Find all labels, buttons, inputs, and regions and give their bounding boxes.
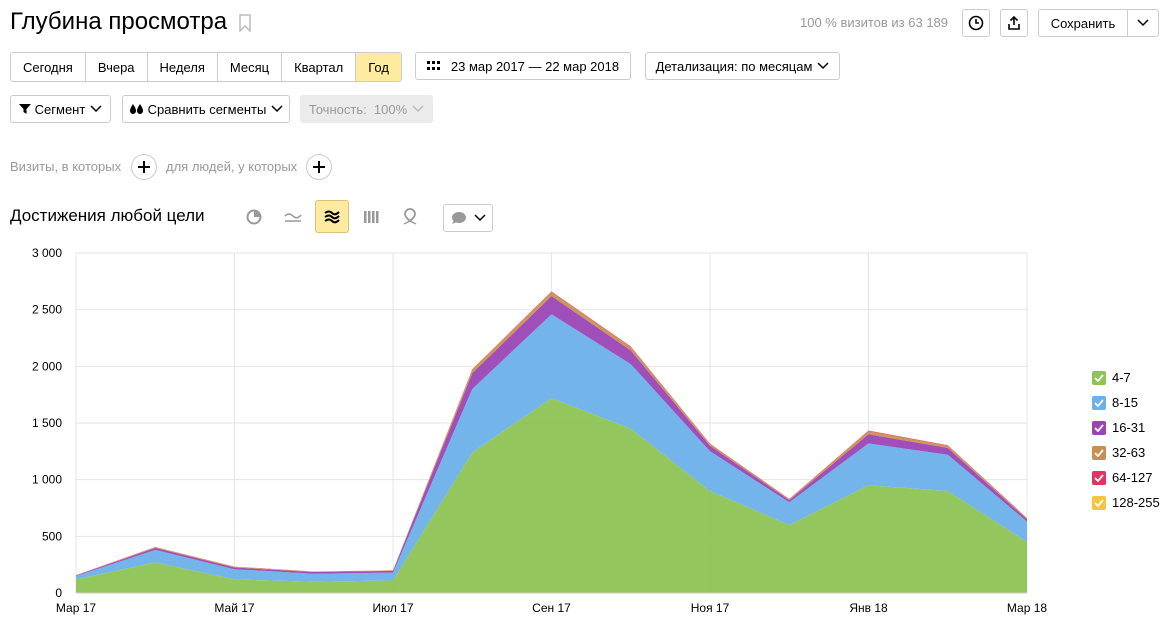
checkbox-icon[interactable] — [1092, 470, 1106, 485]
bar-chart-icon — [364, 211, 379, 223]
legend-item-64-127[interactable]: 64-127 — [1092, 465, 1160, 490]
annotations-dropdown[interactable] — [443, 204, 493, 232]
people-filter-label: для людей, у которых — [166, 159, 298, 174]
segment-label: Сегмент — [34, 101, 86, 117]
chevron-down-icon — [473, 214, 486, 222]
y-tick-label: 2 000 — [32, 359, 62, 373]
chevron-down-icon — [271, 105, 283, 113]
detail-dropdown[interactable]: Детализация: по месяцам — [645, 52, 840, 80]
compare-segments-dropdown[interactable]: Сравнить сегменты — [122, 95, 290, 123]
y-tick-label: 3 000 — [32, 246, 62, 260]
period-month[interactable]: Месяц — [217, 53, 283, 81]
plus-icon — [313, 161, 325, 173]
date-range-label: 23 мар 2017 — 22 мар 2018 — [450, 58, 620, 74]
stacked-area-chart: 0 500 1 000 1 500 2 000 2 500 3 000 Мар 17 Май 1… — [32, 246, 1047, 615]
chevron-down-icon — [817, 62, 829, 70]
period-quarter[interactable]: Квартал — [282, 53, 357, 81]
legend-label: 8-15 — [1112, 395, 1139, 410]
legend-item-4-7[interactable]: 4-7 — [1092, 365, 1160, 390]
upload-icon — [1008, 15, 1020, 30]
chart-legend: 4-7 8-15 16-31 32-63 64-127 128-255 — [1092, 365, 1160, 515]
x-tick-label: Янв 18 — [849, 601, 888, 615]
legend-item-16-31[interactable]: 16-31 — [1092, 415, 1160, 440]
plus-icon — [138, 161, 150, 173]
chevron-down-icon — [90, 105, 102, 113]
legend-label: 128-255 — [1112, 495, 1160, 510]
compare-label: Сравнить сегменты — [147, 101, 267, 117]
x-tick-label: Май 17 — [214, 601, 255, 615]
y-tick-label: 1 000 — [32, 473, 62, 487]
period-yesterday[interactable]: Вчера — [85, 53, 148, 81]
legend-item-32-63[interactable]: 32-63 — [1092, 440, 1160, 465]
x-tick-label: Ноя 17 — [691, 601, 730, 615]
chart-title: Достижения любой цели — [10, 206, 205, 225]
line-chart-icon — [284, 213, 302, 222]
checkbox-icon[interactable] — [1092, 370, 1106, 385]
detail-label: Детализация: по месяцам — [655, 58, 813, 74]
y-tick-label: 500 — [42, 529, 62, 543]
period-today[interactable]: Сегодня — [11, 53, 86, 81]
drops-icon — [129, 104, 143, 114]
x-tick-label: Сен 17 — [532, 601, 571, 615]
area-series-8-15 — [76, 314, 1027, 582]
chevron-down-icon — [1137, 19, 1149, 27]
legend-item-128-255[interactable]: 128-255 — [1092, 490, 1160, 515]
period-selector: Сегодня Вчера Неделя Месяц Квартал Год — [10, 52, 402, 82]
legend-item-8-15[interactable]: 8-15 — [1092, 390, 1160, 415]
segment-dropdown[interactable]: Сегмент — [10, 95, 111, 123]
checkbox-icon[interactable] — [1092, 445, 1106, 460]
x-tick-label: Мар 18 — [1007, 601, 1047, 615]
legend-label: 32-63 — [1112, 445, 1146, 460]
x-tick-label: Июл 17 — [372, 601, 413, 615]
checkbox-icon[interactable] — [1092, 395, 1106, 410]
y-tick-label: 2 500 — [32, 303, 62, 317]
map-pin-icon — [403, 208, 417, 225]
filter-icon — [18, 104, 31, 114]
legend-label: 64-127 — [1112, 470, 1153, 485]
legend-label: 4-7 — [1112, 370, 1131, 385]
area-chart-button[interactable] — [315, 200, 349, 233]
accuracy-dropdown[interactable]: Точность: 100% — [300, 95, 433, 123]
y-tick-label: 1 500 — [32, 416, 62, 430]
x-tick-label: Мар 17 — [56, 601, 96, 615]
visits-info: 100 % визитов из 63 189 — [800, 15, 949, 30]
export-button[interactable] — [1000, 9, 1028, 37]
calendar-icon — [426, 61, 440, 70]
save-menu-button[interactable] — [1127, 9, 1159, 37]
comment-icon — [451, 212, 466, 224]
page-title: Глубина просмотра — [10, 8, 228, 35]
pie-chart-button[interactable] — [237, 202, 271, 232]
area-chart-icon — [324, 210, 340, 223]
checkbox-icon[interactable] — [1092, 495, 1106, 510]
accuracy-label: Точность: 100% — [308, 101, 408, 117]
legend-label: 16-31 — [1112, 420, 1146, 435]
chevron-down-icon — [412, 105, 424, 113]
y-tick-label: 0 — [55, 586, 62, 600]
clock-icon — [968, 15, 984, 31]
history-button[interactable] — [962, 9, 990, 37]
line-chart-button[interactable] — [276, 202, 310, 232]
map-button[interactable] — [393, 202, 427, 232]
visits-filter-label: Визиты, в которых — [10, 159, 122, 174]
save-button[interactable]: Сохранить — [1038, 9, 1128, 37]
pie-chart-icon — [246, 209, 262, 225]
bar-chart-button[interactable] — [354, 202, 388, 232]
add-people-filter-button[interactable] — [306, 154, 332, 180]
add-visits-filter-button[interactable] — [131, 154, 157, 180]
area-series-4-7 — [76, 398, 1027, 593]
period-week[interactable]: Неделя — [147, 53, 218, 81]
date-range-button[interactable]: 23 мар 2017 — 22 мар 2018 — [415, 52, 631, 80]
bookmark-icon[interactable] — [239, 14, 251, 32]
checkbox-icon[interactable] — [1092, 420, 1106, 435]
period-year[interactable]: Год — [356, 53, 401, 81]
